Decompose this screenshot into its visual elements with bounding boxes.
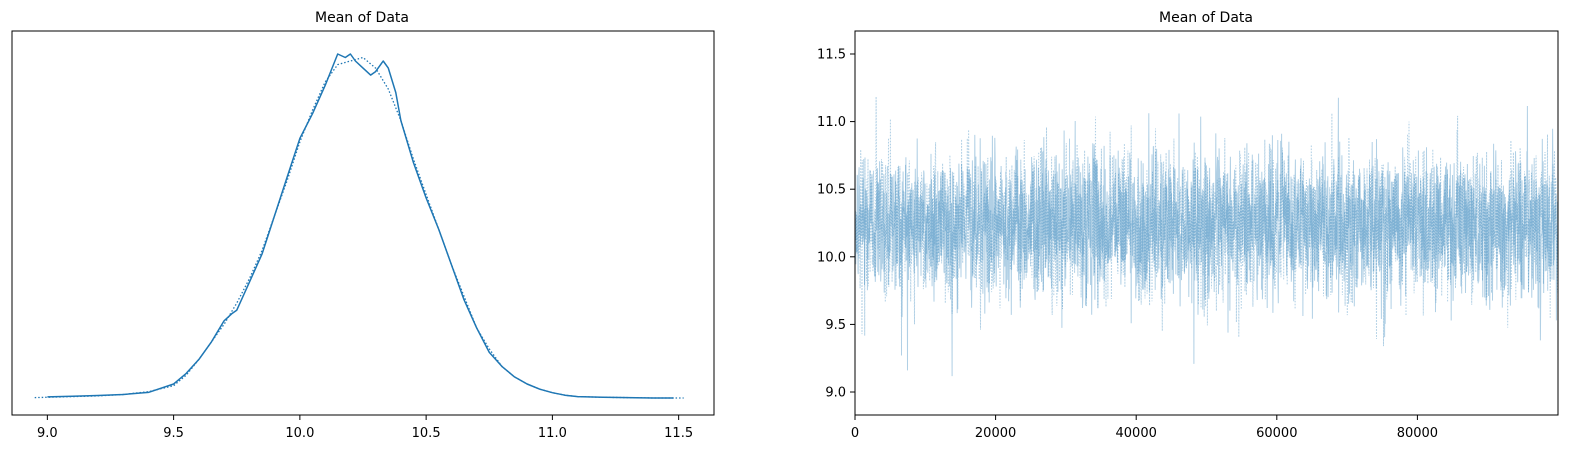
density-x-tick-label: 9.0: [37, 426, 58, 441]
density-x-axis: 9.0 9.5 10.0 10.5 11.0 11.5: [37, 415, 693, 441]
trace-lines: [855, 96, 1558, 377]
trace-x-tick-label: 40000: [1116, 426, 1157, 441]
trace-x-tick-label: 0: [851, 426, 859, 441]
trace-x-tick-label: 20000: [975, 426, 1016, 441]
trace-y-tick-label: 9.5: [825, 318, 846, 333]
density-x-tick-label: 10.0: [285, 426, 314, 441]
density-lines: [34, 53, 684, 399]
trace-y-tick-label: 11.5: [817, 47, 846, 62]
density-x-tick-label: 11.5: [664, 426, 693, 441]
trace-y-axis: 9.0 9.5 10.0 10.5 11.0 11.5: [817, 47, 855, 401]
trace-plot-frame: [854, 30, 1559, 416]
trace-x-tick-label: 80000: [1397, 426, 1438, 441]
density-plot-panel: Mean of Data 9.0 9.5 10.0 10.5 11.0 11.5: [11, 10, 715, 441]
trace-plot-title: Mean of Data: [1159, 10, 1253, 26]
trace-plot-panel: Mean of Data 0 20000 40000 60000 80000 9.09.…: [817, 10, 1559, 441]
trace-y-tick-label: 10.5: [817, 183, 846, 198]
density-x-tick-label: 9.5: [163, 426, 184, 441]
density-plot-frame: [11, 30, 715, 416]
trace-y-tick-label: 11.0: [817, 115, 846, 130]
trace-x-axis: 0 20000 40000 60000 80000: [851, 415, 1438, 441]
density-x-tick-label: 11.0: [538, 426, 567, 441]
trace-y-tick-label: 10.0: [817, 250, 846, 265]
trace-x-tick-label: 60000: [1256, 426, 1297, 441]
density-x-tick-label: 10.5: [412, 426, 441, 441]
density-series-0-line: [47, 53, 674, 399]
trace-y-tick-label: 9.0: [825, 386, 846, 401]
trace-series-0-line: [855, 97, 1558, 377]
density-plot-title: Mean of Data: [315, 10, 409, 26]
trace-series-1-line: [855, 96, 1558, 356]
